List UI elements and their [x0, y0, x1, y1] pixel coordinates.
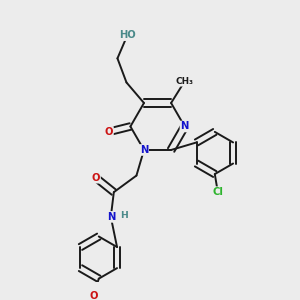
Text: HO: HO — [119, 30, 136, 40]
Text: O: O — [92, 173, 100, 183]
Text: Cl: Cl — [212, 187, 223, 197]
Text: H: H — [121, 212, 128, 220]
Text: O: O — [89, 291, 98, 300]
Text: CH₃: CH₃ — [176, 77, 194, 86]
Text: N: N — [181, 122, 189, 131]
Text: N: N — [140, 145, 148, 155]
Text: N: N — [106, 212, 115, 222]
Text: O: O — [104, 127, 113, 137]
